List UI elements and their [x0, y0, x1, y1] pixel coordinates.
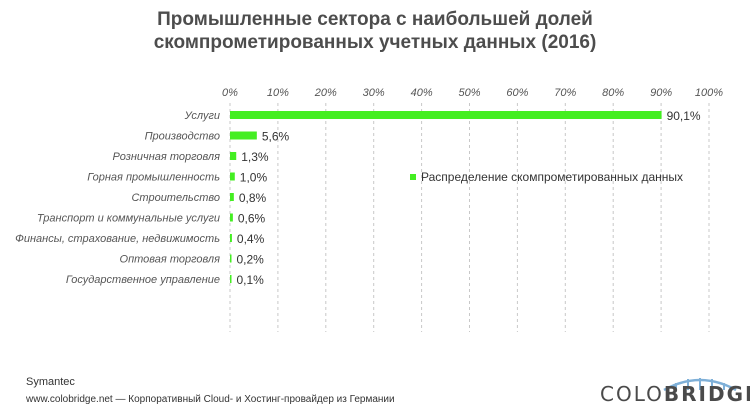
value-label: 5,6% — [262, 130, 290, 144]
value-label: 0,6% — [238, 212, 266, 226]
category-label: Оптовая торговля — [120, 254, 221, 266]
x-tick-label: 60% — [506, 87, 528, 99]
x-tick-label: 100% — [695, 87, 723, 99]
bar — [230, 234, 232, 242]
x-tick-label: 40% — [411, 87, 433, 99]
bar — [230, 213, 233, 222]
x-tick-label: 80% — [602, 87, 624, 99]
category-label: Транспорт и коммунальные услуги — [37, 213, 220, 225]
value-label: 0,2% — [237, 253, 265, 267]
chart-title: Промышленные сектора с наибольшей долей … — [0, 8, 750, 54]
bridge-icon — [663, 378, 737, 392]
legend-swatch — [410, 174, 416, 180]
logo-text-colo: COLO — [600, 382, 664, 406]
value-label: 90,1% — [667, 109, 701, 123]
x-tick-label: 0% — [222, 87, 238, 99]
category-label: Услуги — [184, 110, 220, 122]
logo-text: COLOBRIDGE — [600, 382, 750, 406]
bar — [230, 275, 232, 283]
value-label: 1,0% — [240, 171, 268, 185]
bar — [230, 111, 662, 119]
footer-link[interactable]: www.colobridge.net — Корпоративный Cloud… — [26, 394, 395, 405]
bar — [230, 152, 237, 160]
category-label: Государственное управление — [66, 274, 220, 286]
x-tick-label: 70% — [554, 87, 576, 99]
x-tick-label: 30% — [363, 87, 385, 99]
x-tick-label: 50% — [458, 87, 480, 99]
category-label: Розничная торговля — [113, 151, 221, 163]
value-label: 0,4% — [237, 232, 265, 246]
category-label: Горная промышленность — [87, 172, 220, 184]
chart-title-line-1: Промышленные сектора с наибольшей долей — [157, 9, 593, 30]
colobridge-logo: COLOBRIDGE — [600, 372, 750, 406]
chart-title-line-2: скомпрометированных учетных данных (2016… — [153, 32, 597, 53]
legend-label: Распределение скомпрометированных данных — [421, 170, 683, 184]
category-label: Строительство — [131, 192, 220, 204]
bar — [230, 172, 235, 181]
x-tick-label: 90% — [650, 87, 672, 99]
x-tick-label: 20% — [314, 87, 337, 99]
bar — [230, 254, 232, 263]
bar — [230, 193, 234, 201]
x-tick-label: 10% — [267, 87, 289, 99]
value-label: 1,3% — [241, 150, 269, 164]
logo-text-bridge: BRIDGE — [663, 382, 750, 406]
value-label: 0,1% — [237, 273, 265, 287]
value-label: 0,8% — [239, 191, 267, 205]
category-label: Производство — [145, 131, 220, 143]
bar — [230, 131, 257, 140]
category-label: Финансы, страхование, недвижимость — [15, 233, 220, 245]
source-label: Symantec — [26, 376, 75, 388]
